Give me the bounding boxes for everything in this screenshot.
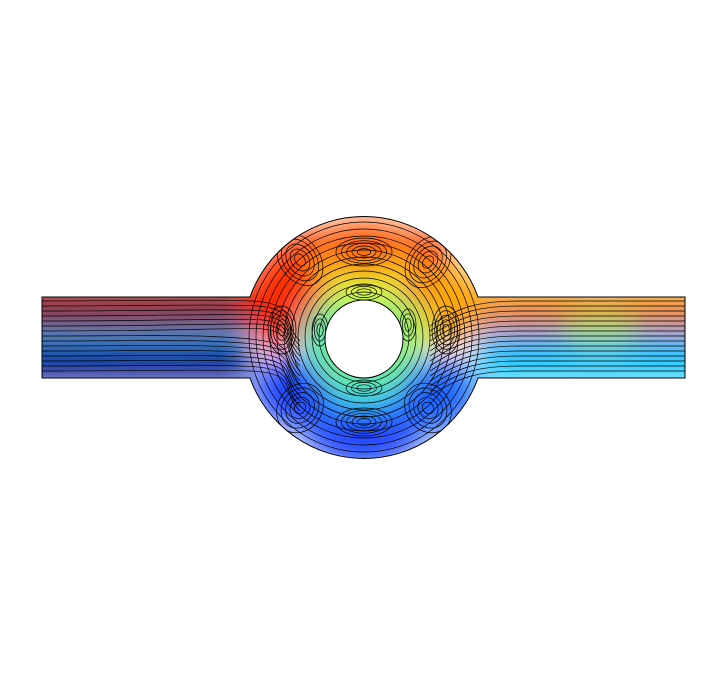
vortex-streamline — [335, 237, 393, 267]
vortex-streamline — [270, 310, 294, 350]
streamline — [311, 284, 417, 390]
vortex-streamline — [436, 314, 456, 346]
streamline — [42, 369, 301, 412]
vortex-streamline — [289, 396, 311, 420]
field-patch — [560, 316, 640, 344]
streamline — [42, 323, 301, 367]
streamline — [429, 340, 685, 367]
vortex-streamline — [345, 379, 383, 397]
vortex-streamline — [356, 384, 372, 392]
vortex-streamline — [413, 392, 443, 424]
vortex-streamline — [404, 318, 412, 332]
vortex-streamline — [413, 245, 443, 279]
vortex-streamline — [439, 319, 453, 341]
vortex-streamline — [442, 323, 450, 337]
vortex-streamline — [351, 286, 377, 298]
streamline — [429, 325, 685, 352]
vortex-streamline — [280, 387, 320, 429]
streamline — [429, 315, 685, 342]
streamline — [42, 304, 301, 347]
streamline — [42, 309, 301, 352]
field-patch — [254, 358, 326, 426]
flow-domain — [42, 219, 685, 458]
vortex-streamline — [351, 245, 377, 259]
central-cylinder — [324, 299, 404, 379]
vortex-streamline — [351, 382, 377, 394]
streamline — [290, 263, 438, 411]
streamline — [42, 350, 301, 392]
field-patch — [42, 342, 250, 382]
streamline — [42, 314, 301, 357]
field-patch — [384, 258, 416, 282]
streamline — [283, 256, 445, 418]
streamline — [429, 350, 685, 377]
vortex-streamline — [408, 387, 448, 429]
vortex-streamline — [422, 255, 434, 269]
field-patch — [42, 330, 250, 342]
vortex-streamline — [340, 410, 388, 434]
vortex-streamline — [434, 310, 458, 350]
streamline — [42, 355, 301, 397]
streamline — [42, 328, 301, 372]
field-patch — [246, 252, 314, 348]
vortex-streamline — [431, 305, 461, 355]
vortex-streamline — [346, 242, 382, 262]
streamline — [42, 340, 301, 382]
vortex-streamline — [417, 250, 439, 274]
vortex-streamline — [422, 401, 434, 415]
streamline — [255, 228, 473, 446]
streamline — [42, 335, 301, 377]
vortex-streamline — [402, 313, 414, 337]
vortex-streamline — [335, 407, 393, 437]
streamline — [429, 370, 685, 397]
streamline — [318, 291, 410, 383]
streamline — [276, 249, 452, 425]
streamline — [429, 345, 685, 372]
vortex-streamline — [417, 396, 439, 420]
streamline — [42, 364, 301, 407]
streamline — [262, 235, 466, 439]
vortex-streamline — [346, 412, 382, 432]
vortex-streamline — [272, 314, 292, 346]
vortex-streamline — [289, 248, 311, 272]
streamline — [42, 345, 301, 387]
streamline — [429, 365, 685, 392]
streamline — [429, 320, 685, 347]
streamline — [297, 270, 431, 404]
vortex-streamline — [316, 323, 324, 337]
streamline — [248, 221, 480, 453]
streamline — [429, 335, 685, 362]
vortex-streamline — [278, 323, 286, 337]
vortex-streamline — [285, 243, 315, 277]
vortex-streamline — [267, 305, 297, 355]
vortex-streamline — [294, 401, 306, 415]
vortex-streamline — [294, 253, 306, 267]
field-patch — [314, 258, 346, 282]
vortex-streamline — [285, 392, 315, 424]
streamlines — [42, 221, 685, 453]
streamline — [429, 330, 685, 357]
vortex-streamline — [351, 415, 377, 429]
field-patch — [324, 219, 404, 251]
field-patch — [304, 422, 424, 458]
vortex-streamline — [356, 248, 372, 256]
vortex-streamline — [340, 240, 388, 264]
field-patch — [478, 348, 685, 383]
streamline — [429, 355, 685, 382]
vortex-streamline — [356, 418, 372, 426]
vortex-streamline — [356, 288, 372, 296]
domain-outline — [41, 216, 686, 459]
vortex-streamline — [275, 319, 289, 341]
